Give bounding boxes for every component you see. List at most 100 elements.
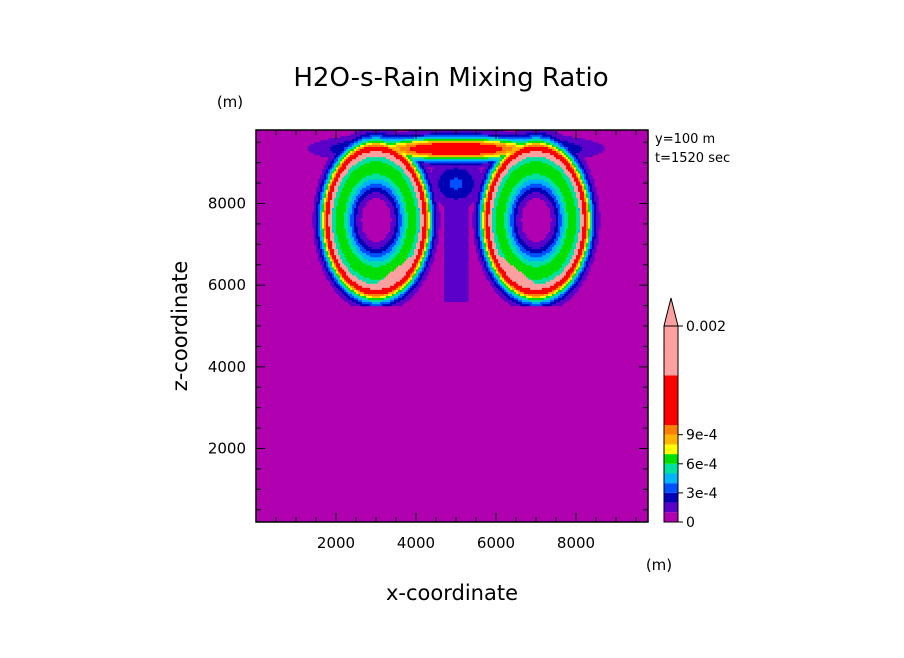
field-cell bbox=[456, 238, 459, 241]
field-cell bbox=[330, 256, 333, 260]
field-cell bbox=[364, 285, 367, 288]
field-cell bbox=[454, 295, 457, 299]
field-cell bbox=[438, 219, 441, 223]
field-cell bbox=[458, 250, 461, 254]
field-cell bbox=[388, 297, 391, 301]
field-cell bbox=[542, 240, 545, 243]
field-cell bbox=[530, 242, 533, 245]
field-cell bbox=[346, 295, 349, 299]
field-cell bbox=[520, 272, 523, 276]
field-cell bbox=[534, 277, 537, 280]
field-cell bbox=[450, 279, 453, 282]
field-cell bbox=[546, 246, 549, 250]
field-cell bbox=[522, 254, 525, 258]
field-cell bbox=[348, 232, 351, 235]
field-cell bbox=[438, 225, 441, 229]
field-cell bbox=[496, 291, 499, 294]
field-cell bbox=[414, 289, 417, 292]
field-cell bbox=[458, 266, 461, 270]
field-cell bbox=[344, 215, 347, 219]
field-cell bbox=[390, 225, 393, 229]
field-cell bbox=[436, 217, 439, 221]
field-cell bbox=[466, 268, 469, 272]
field-cell bbox=[492, 244, 495, 247]
field-cell bbox=[410, 283, 413, 286]
field-cell bbox=[520, 285, 523, 288]
field-cell bbox=[404, 283, 407, 286]
field-cell bbox=[522, 250, 525, 254]
field-cell bbox=[434, 248, 437, 252]
field-cell bbox=[552, 242, 555, 245]
field-cell bbox=[542, 246, 545, 250]
field-cell bbox=[406, 246, 409, 250]
field-cell bbox=[454, 242, 457, 245]
field-cell bbox=[502, 213, 505, 217]
field-cell bbox=[484, 242, 487, 245]
field-cell bbox=[400, 281, 403, 284]
field-cell bbox=[518, 281, 521, 284]
field-cell bbox=[400, 299, 403, 303]
field-cell bbox=[382, 244, 385, 247]
field-cell bbox=[420, 215, 423, 219]
field-cell bbox=[342, 272, 345, 276]
field-cell bbox=[488, 221, 491, 225]
field-cell bbox=[396, 270, 399, 274]
field-cell bbox=[544, 285, 547, 288]
field-cell bbox=[522, 274, 525, 278]
field-cell bbox=[568, 258, 571, 262]
field-cell bbox=[398, 242, 401, 245]
field-cell bbox=[488, 252, 491, 256]
field-cell bbox=[444, 234, 447, 237]
field-cell bbox=[358, 242, 361, 245]
field-cell bbox=[340, 242, 343, 245]
field-cell bbox=[374, 262, 377, 266]
field-cell bbox=[554, 303, 557, 307]
field-cell bbox=[526, 240, 529, 243]
field-cell bbox=[510, 250, 513, 254]
field-cell bbox=[380, 244, 383, 247]
field-cell bbox=[568, 230, 571, 233]
field-cell bbox=[384, 252, 387, 256]
field-cell bbox=[510, 287, 513, 290]
field-cell bbox=[392, 264, 395, 268]
field-cell bbox=[526, 258, 529, 262]
field-cell bbox=[404, 260, 407, 264]
field-cell bbox=[590, 258, 593, 262]
field-cell bbox=[352, 242, 355, 245]
field-cell bbox=[376, 246, 379, 250]
field-cell bbox=[516, 219, 519, 223]
field-cell bbox=[502, 236, 505, 239]
field-cell bbox=[534, 270, 537, 274]
field-cell bbox=[330, 254, 333, 258]
field-cell bbox=[494, 277, 497, 280]
field-cell bbox=[426, 250, 429, 254]
field-cell bbox=[510, 254, 513, 258]
field-cell bbox=[570, 217, 573, 221]
field-cell bbox=[514, 221, 517, 225]
field-cell bbox=[544, 297, 547, 301]
field-cell bbox=[524, 289, 527, 292]
field-cell bbox=[556, 236, 559, 239]
field-cell bbox=[448, 246, 451, 250]
field-cell bbox=[498, 293, 501, 296]
field-cell bbox=[458, 262, 461, 266]
field-cell bbox=[486, 277, 489, 280]
field-cell bbox=[554, 287, 557, 290]
field-cell bbox=[388, 268, 391, 272]
field-cell bbox=[556, 287, 559, 290]
field-cell bbox=[572, 223, 575, 227]
field-cell bbox=[570, 258, 573, 262]
field-cell bbox=[328, 279, 331, 282]
field-cell bbox=[506, 215, 509, 219]
field-cell bbox=[454, 213, 457, 217]
field-cell bbox=[550, 291, 553, 294]
field-cell bbox=[316, 225, 319, 229]
field-cell bbox=[456, 293, 459, 296]
field-cell bbox=[556, 234, 559, 237]
field-cell bbox=[560, 252, 563, 256]
field-cell bbox=[396, 234, 399, 237]
field-cell bbox=[352, 274, 355, 278]
field-cell bbox=[500, 262, 503, 266]
field-cell bbox=[510, 225, 513, 229]
field-cell bbox=[504, 223, 507, 227]
